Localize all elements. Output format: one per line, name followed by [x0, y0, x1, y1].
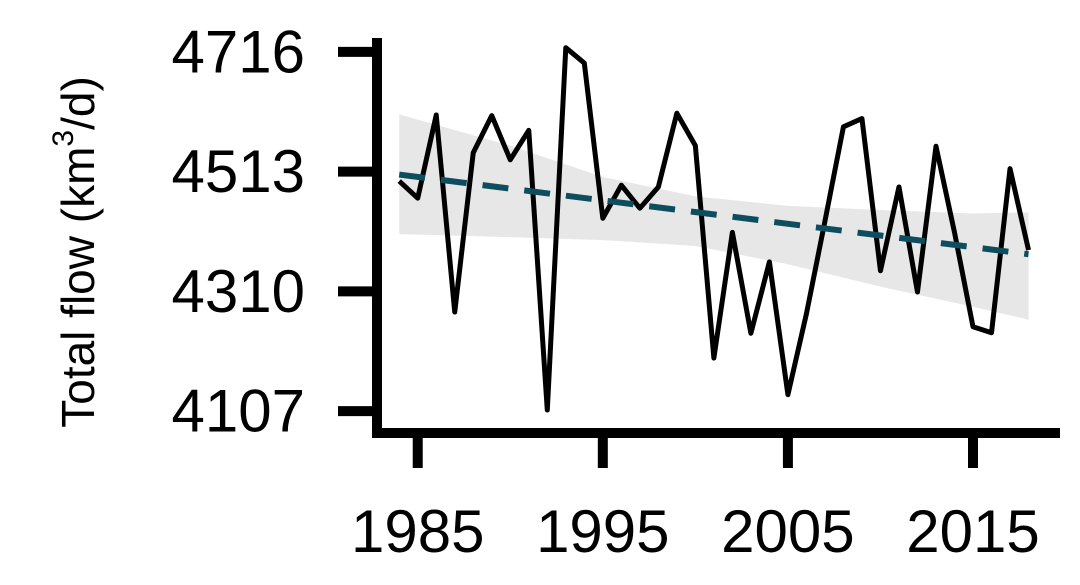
y-axis-title-main: Total flow (km — [52, 147, 104, 428]
x-tick-label: 1995 — [536, 498, 669, 565]
trend-line — [398, 171, 1029, 258]
y-ticks: 4107 4310 4513 4716 — [172, 18, 377, 445]
y-tick-label: 4310 — [172, 258, 305, 325]
x-tick-label: 2005 — [721, 498, 854, 565]
series-layer — [397, 45, 1031, 413]
y-axis-title-suffix: /d) — [52, 76, 104, 130]
x-tick-label: 1985 — [351, 498, 484, 565]
y-tick-label: 4107 — [172, 378, 305, 445]
y-tick-label: 4513 — [172, 138, 305, 205]
y-tick-label: 4716 — [172, 18, 305, 85]
y-axis-title: Total flow (km3/d) — [47, 76, 104, 428]
y-axis-title-superscript: 3 — [47, 130, 80, 147]
x-ticks: 1985 1995 2005 2015 — [351, 433, 1040, 565]
axes — [372, 38, 1060, 438]
x-tick-label: 2015 — [906, 498, 1039, 565]
